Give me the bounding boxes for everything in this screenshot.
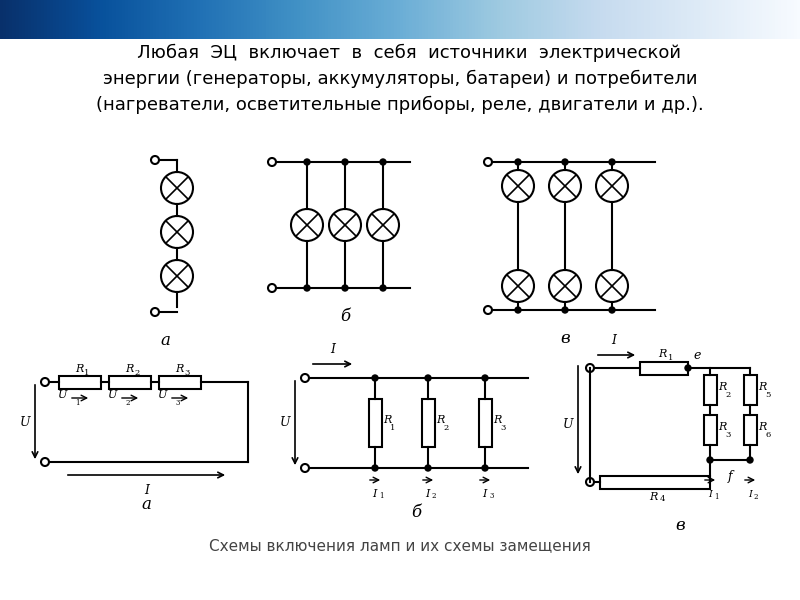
Bar: [422, 399, 434, 447]
Text: 1: 1: [390, 424, 395, 432]
Text: 3: 3: [500, 424, 506, 432]
Text: U: U: [280, 416, 290, 430]
Text: U: U: [58, 390, 67, 400]
Circle shape: [372, 465, 378, 471]
Text: U: U: [158, 390, 167, 400]
Text: 1: 1: [379, 492, 383, 500]
Circle shape: [304, 285, 310, 291]
Text: 2: 2: [134, 369, 139, 377]
Circle shape: [425, 465, 431, 471]
Text: 2: 2: [432, 492, 437, 500]
Circle shape: [685, 365, 691, 371]
Text: 2: 2: [125, 399, 130, 407]
Circle shape: [707, 457, 713, 463]
Text: 4: 4: [660, 495, 666, 503]
Text: 6: 6: [765, 431, 770, 439]
Bar: [478, 399, 491, 447]
Text: 3: 3: [184, 369, 190, 377]
Circle shape: [562, 159, 568, 165]
Text: б: б: [340, 308, 350, 325]
Text: U: U: [20, 415, 30, 428]
Text: Любая  ЭЦ  включает  в  себя  источники  электрической
энергии (генераторы, акку: Любая ЭЦ включает в себя источники элект…: [96, 44, 704, 115]
Text: R: R: [383, 415, 391, 425]
Text: 5: 5: [765, 391, 770, 399]
Text: 3: 3: [175, 399, 179, 407]
Circle shape: [609, 307, 615, 313]
Text: R: R: [758, 382, 766, 392]
Text: I: I: [425, 489, 429, 499]
Circle shape: [515, 307, 521, 313]
Text: 1: 1: [714, 493, 718, 501]
Text: 1: 1: [668, 354, 674, 362]
Text: I: I: [708, 490, 712, 499]
Circle shape: [747, 457, 753, 463]
Text: R: R: [649, 492, 657, 502]
Bar: [703, 415, 717, 445]
Text: R: R: [75, 364, 83, 374]
Text: 2: 2: [443, 424, 448, 432]
Text: Схемы включения ламп и их схемы замещения: Схемы включения ламп и их схемы замещени…: [209, 538, 591, 553]
Circle shape: [562, 307, 568, 313]
Text: в: в: [560, 330, 570, 347]
Circle shape: [372, 375, 378, 381]
Circle shape: [380, 159, 386, 165]
Bar: [743, 415, 757, 445]
Bar: [159, 376, 201, 389]
Circle shape: [482, 465, 488, 471]
Bar: [109, 376, 151, 389]
Text: R: R: [436, 415, 444, 425]
Bar: [640, 361, 688, 374]
Circle shape: [482, 375, 488, 381]
Text: U: U: [562, 419, 574, 431]
Text: 3: 3: [489, 492, 494, 500]
Circle shape: [342, 285, 348, 291]
Circle shape: [304, 159, 310, 165]
Bar: [600, 475, 710, 488]
Bar: [59, 376, 101, 389]
Text: R: R: [493, 415, 502, 425]
Bar: [369, 399, 382, 447]
Bar: [743, 375, 757, 405]
Text: I: I: [611, 334, 617, 347]
Text: R: R: [718, 422, 726, 432]
Text: 1: 1: [84, 369, 90, 377]
Text: U: U: [108, 390, 117, 400]
Text: R: R: [658, 349, 666, 359]
Text: 2: 2: [754, 493, 758, 501]
Circle shape: [609, 159, 615, 165]
Text: I: I: [748, 490, 752, 499]
Text: I: I: [372, 489, 376, 499]
Circle shape: [380, 285, 386, 291]
Text: а: а: [160, 332, 170, 349]
Text: R: R: [718, 382, 726, 392]
Text: а: а: [142, 496, 151, 513]
Text: R: R: [175, 364, 183, 374]
Text: б: б: [411, 504, 422, 521]
Text: 2: 2: [725, 391, 730, 399]
Circle shape: [515, 159, 521, 165]
Text: f: f: [728, 470, 732, 483]
Text: R: R: [125, 364, 133, 374]
Text: e: e: [693, 349, 700, 362]
Text: 3: 3: [725, 431, 730, 439]
Circle shape: [425, 375, 431, 381]
Bar: [703, 375, 717, 405]
Text: I: I: [330, 343, 335, 356]
Text: 1: 1: [75, 399, 79, 407]
Text: в: в: [675, 517, 685, 534]
Text: R: R: [758, 422, 766, 432]
Circle shape: [342, 159, 348, 165]
Text: I: I: [144, 484, 149, 497]
Text: I: I: [482, 489, 486, 499]
